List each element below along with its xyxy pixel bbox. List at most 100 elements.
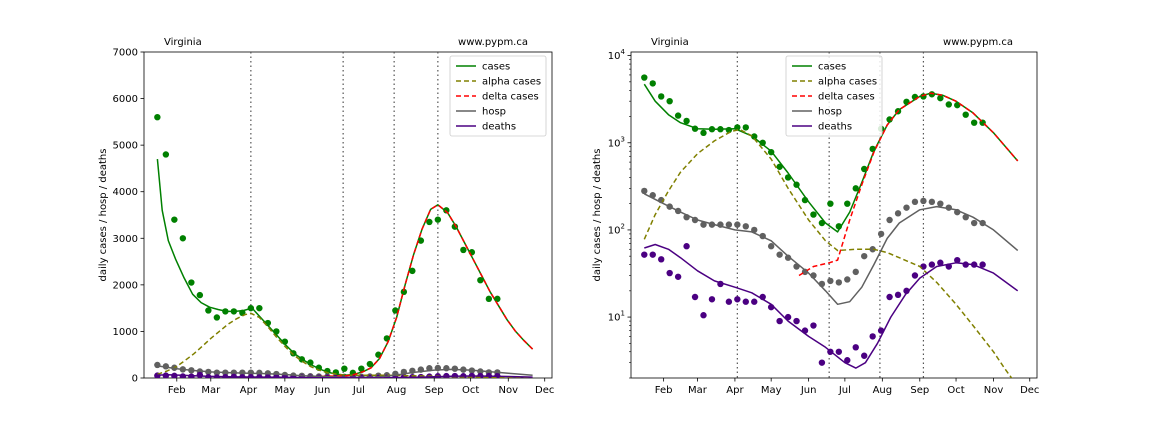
x-tick-label: Mar xyxy=(688,385,708,396)
deaths-marker xyxy=(954,256,961,264)
hosp-marker xyxy=(154,361,161,369)
legend-entry: alpha cases xyxy=(482,77,541,88)
legend: cases alpha cases delta cases hosp deaths xyxy=(785,55,883,137)
deaths-marker xyxy=(928,261,936,268)
hosp-marker xyxy=(443,365,450,372)
x-tick-label: Jul xyxy=(838,385,851,396)
hosp-marker xyxy=(451,365,459,372)
cases-marker xyxy=(700,129,707,137)
x-tick-label: Dec xyxy=(535,385,554,396)
cases-marker xyxy=(945,101,952,108)
y-tick-label: 2000 xyxy=(113,280,138,291)
chart-annotation: www.pypm.ca xyxy=(943,37,1013,48)
deaths-marker xyxy=(725,298,733,305)
cases-marker xyxy=(852,185,859,192)
deaths-line xyxy=(157,374,533,378)
y-tick-label: 1000 xyxy=(113,327,138,338)
deaths-marker xyxy=(213,374,221,378)
legend-entry: cases xyxy=(818,62,846,73)
cases-marker xyxy=(307,359,314,366)
deaths-marker xyxy=(911,272,919,279)
cases-marker xyxy=(358,365,365,372)
cases-marker xyxy=(742,124,749,131)
y-tick-label: 7000 xyxy=(113,48,138,59)
cases-marker xyxy=(213,314,221,321)
hosp-marker xyxy=(767,243,775,250)
hosp-marker xyxy=(962,213,969,221)
x-tick-label: Aug xyxy=(387,385,407,396)
x-tick-label: Sep xyxy=(425,385,444,396)
hosp-line xyxy=(643,193,1019,306)
cases-marker xyxy=(434,216,442,223)
cases-marker xyxy=(759,139,766,146)
alpha-cases-line xyxy=(157,312,533,378)
legend-entry: alpha cases xyxy=(818,77,877,88)
chart-title: Virginia xyxy=(164,37,202,48)
cases-marker xyxy=(485,295,493,303)
legend-entry: delta cases xyxy=(482,92,539,103)
chart-panel-2: Feb Mar Apr May Jun Jul Aug Sep Oct Nov Dec 101 102 1… xyxy=(592,37,1039,396)
deaths-marker xyxy=(641,251,648,258)
cases-marker xyxy=(970,119,978,126)
deaths-marker xyxy=(751,298,758,305)
cases-marker xyxy=(658,93,665,100)
cases-line xyxy=(643,83,1019,233)
cases-marker xyxy=(409,267,416,275)
hosp-marker xyxy=(827,277,834,285)
deaths-marker xyxy=(691,293,699,301)
cases-marker xyxy=(162,151,170,158)
y-tick-label: 3000 xyxy=(113,234,138,245)
cases-line xyxy=(156,159,534,376)
plot-area xyxy=(154,52,534,378)
hosp-marker xyxy=(835,279,843,286)
deaths-marker xyxy=(844,357,851,364)
deaths-marker xyxy=(649,251,656,258)
deaths-marker xyxy=(196,371,204,378)
deaths-marker xyxy=(810,322,817,329)
hosp-marker xyxy=(869,246,876,253)
cases-marker xyxy=(674,112,682,119)
legend-entry: delta cases xyxy=(818,92,875,103)
deaths-marker xyxy=(708,296,716,303)
x-tick-label: Nov xyxy=(984,385,1004,396)
cases-marker xyxy=(392,307,399,314)
legend-entry: hosp xyxy=(818,107,842,118)
cases-marker xyxy=(641,74,648,81)
cases-marker xyxy=(171,216,178,223)
y-tick-label: 103 xyxy=(608,135,625,149)
hosp-marker xyxy=(852,268,859,276)
axes-frame xyxy=(630,51,1038,379)
cases-marker xyxy=(205,307,212,314)
cases-marker xyxy=(477,277,484,284)
deaths-marker xyxy=(666,269,673,277)
deaths-marker xyxy=(188,373,195,378)
hosp-marker xyxy=(861,252,868,260)
x-tick-label: Mar xyxy=(201,385,221,396)
hosp-marker xyxy=(776,251,783,258)
delta-cases-line xyxy=(312,204,534,378)
hosp-marker xyxy=(920,197,927,205)
deaths-marker xyxy=(869,333,876,340)
legend: cases alpha cases delta cases hosp deaths xyxy=(449,55,547,137)
deaths-line xyxy=(644,243,1019,369)
cases-marker xyxy=(256,304,263,312)
cases-marker xyxy=(341,365,348,372)
chart-annotation: www.pypm.ca xyxy=(458,37,528,48)
y-tick-label: 101 xyxy=(608,310,625,324)
cases-marker xyxy=(460,246,467,254)
cases-marker xyxy=(810,211,817,218)
cases-marker xyxy=(426,218,433,226)
legend-box xyxy=(785,55,883,137)
deaths-marker xyxy=(700,312,707,319)
cases-marker xyxy=(844,200,851,207)
cases-marker xyxy=(751,133,758,140)
x-tick-label: Nov xyxy=(499,385,519,396)
deaths-marker xyxy=(674,273,682,280)
cases-marker xyxy=(827,200,834,207)
x-tick-label: Aug xyxy=(873,385,893,396)
y-tick-label: 6000 xyxy=(113,94,138,105)
deaths-marker xyxy=(734,296,741,303)
cases-marker xyxy=(649,80,656,87)
x-tick-label: Jul xyxy=(352,385,365,396)
